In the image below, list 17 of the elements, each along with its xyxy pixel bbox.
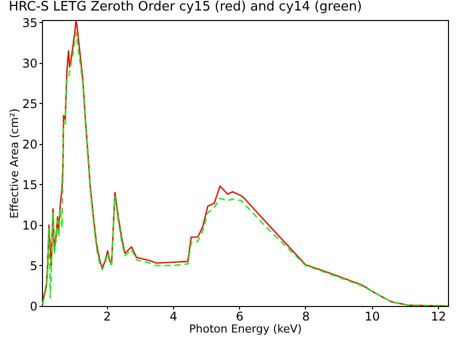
x-axis-title: Photon Energy (keV) xyxy=(189,322,302,336)
y-tick-label: 25 xyxy=(22,96,38,111)
x-tick-label: 4 xyxy=(170,310,178,324)
x-tick-label: 12 xyxy=(430,310,446,324)
y-tick-label: 5 xyxy=(30,258,38,273)
y-axis-title: Effective Area (cm²) xyxy=(8,108,22,219)
y-tick-label: 20 xyxy=(22,137,38,152)
x-tick-label: 8 xyxy=(302,310,310,324)
y-tick-label: 35 xyxy=(22,16,38,30)
y-tick-label: 15 xyxy=(22,178,38,192)
y-tick-label: 0 xyxy=(30,300,38,314)
chart-title: HRC-S LETG Zeroth Order cy15 (red) and cy14 (green) xyxy=(8,0,362,14)
x-tick-label: 6 xyxy=(236,310,244,324)
x-tick-label: 10 xyxy=(364,310,380,324)
y-tick-label: 30 xyxy=(22,56,38,70)
x-tick-label: 2 xyxy=(103,310,111,324)
y-tick-label: 10 xyxy=(22,218,38,232)
